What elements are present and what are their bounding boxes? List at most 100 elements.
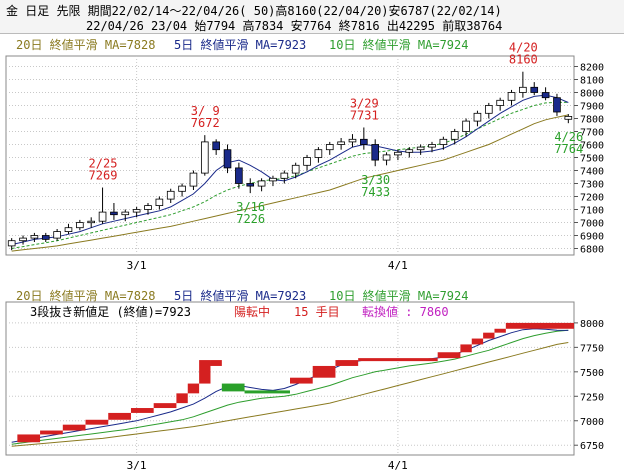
- y-tick-label: 8000: [580, 89, 604, 100]
- candle-down: [541, 92, 550, 99]
- annotation-date: 3/16: [236, 200, 265, 214]
- header-latest-bar-line: 22/04/26 23/04 始7794 高7834 安7764 終7816 出…: [86, 19, 503, 33]
- candle-up: [382, 154, 391, 161]
- status-entry: 転換値 : 7860: [362, 304, 449, 319]
- y-tick-label: 7500: [580, 154, 604, 165]
- candle-up: [53, 231, 61, 239]
- x-tick-label: 4/1: [388, 459, 408, 472]
- brick-up: [505, 322, 574, 329]
- brick-up: [210, 360, 222, 366]
- brick-up: [460, 344, 472, 353]
- y-tick-label: 7500: [580, 368, 604, 379]
- candle-up: [132, 209, 141, 213]
- candle-up: [519, 86, 527, 93]
- y-tick-label: 8100: [580, 76, 604, 87]
- candle-up: [325, 144, 334, 151]
- candle-up: [178, 185, 186, 192]
- candle-up: [144, 205, 152, 210]
- candle-up: [7, 240, 16, 247]
- brick-up: [290, 377, 313, 384]
- chart-canvas: 6800 6900 7000 7100 7200 7300 7400 7500 7600 7700…: [5, 37, 604, 472]
- candle-down: [371, 144, 380, 161]
- candle-up: [348, 138, 357, 143]
- annotation-value: 7672: [191, 116, 220, 130]
- candle-up: [269, 177, 277, 182]
- candle-up: [394, 151, 402, 156]
- brick-up: [437, 352, 461, 359]
- candle-down: [212, 141, 220, 151]
- candle-up: [484, 105, 493, 114]
- y-tick-label: 6800: [580, 245, 604, 256]
- y-tick-label: 8200: [580, 63, 604, 74]
- y-tick-label: 7700: [580, 128, 604, 139]
- candle-up: [337, 141, 345, 145]
- candle-up: [98, 211, 107, 222]
- y-tick-label: 8000: [580, 319, 604, 330]
- candle-up: [507, 92, 516, 101]
- candle-up: [280, 172, 289, 179]
- status-entry: 3段抜き新値足 (終値)=7923: [30, 304, 191, 319]
- y-tick-label: 7250: [580, 392, 604, 403]
- candle-up: [76, 222, 84, 229]
- legend-entry: 5日 終値平滑 MA=7923: [174, 288, 306, 303]
- brick-up: [471, 338, 484, 345]
- ma20-line: [11, 114, 569, 252]
- candle-up: [121, 211, 130, 216]
- header-summary-line: 金 日足 先限 期間22/02/14～22/04/26( 50)高8160(22…: [6, 4, 502, 18]
- y-tick-label: 7200: [580, 193, 604, 204]
- y-tick-label: 6750: [580, 441, 604, 452]
- brick-up: [85, 419, 109, 425]
- annotation-value: 8160: [509, 53, 538, 67]
- plot-frame: [5, 55, 575, 256]
- candle-up: [30, 235, 39, 239]
- brick-up: [483, 332, 495, 339]
- x-tick-label: 3/1: [127, 259, 147, 272]
- brick-up: [130, 408, 154, 413]
- legend-entry: 10日 終値平滑 MA=7924: [329, 288, 468, 303]
- brick-up: [153, 403, 177, 409]
- candle-up: [405, 149, 414, 153]
- candle-up: [303, 157, 311, 166]
- legend-entry: 5日 終値平滑 MA=7923: [174, 37, 306, 52]
- candle-up: [200, 141, 209, 174]
- y-tick-label: 7750: [580, 343, 604, 354]
- annotation-value: 7226: [236, 212, 265, 226]
- candle-up: [189, 172, 198, 187]
- candle-up: [428, 144, 436, 148]
- candle-up: [291, 164, 300, 174]
- brick-up: [199, 360, 211, 384]
- y-tick-label: 7100: [580, 206, 604, 217]
- brick-up: [335, 360, 359, 366]
- y-tick-label: 7900: [580, 102, 604, 113]
- brick-up: [187, 383, 200, 394]
- candle-up: [462, 120, 470, 132]
- candle-up: [64, 227, 73, 232]
- annotation-value: 7433: [361, 185, 390, 199]
- brick-up: [494, 328, 506, 333]
- candle-down: [110, 211, 118, 216]
- candle-up: [19, 237, 27, 242]
- brick-up: [358, 358, 438, 362]
- ma5-line: [11, 328, 569, 443]
- candle-up: [257, 180, 266, 187]
- candle-down: [553, 97, 561, 113]
- x-tick-label: 4/1: [388, 259, 408, 272]
- annotation-value: 7731: [350, 108, 379, 122]
- candle-down: [530, 86, 539, 93]
- candle-up: [166, 190, 175, 200]
- candle-up: [87, 220, 96, 224]
- legend-entry: 10日 終値平滑 MA=7924: [329, 37, 468, 52]
- candle-up: [564, 116, 573, 120]
- annotation-date: 3/ 9: [191, 104, 220, 118]
- candle-up: [155, 198, 164, 207]
- status-entry: 陽転中: [234, 304, 270, 319]
- annotation-date: 3/29: [350, 96, 379, 110]
- annotation-date: 4/20: [509, 41, 538, 55]
- annotation-value: 7269: [89, 169, 118, 183]
- brick-up: [312, 365, 336, 378]
- y-tick-label: 7800: [580, 115, 604, 126]
- candle-down: [360, 138, 368, 145]
- brick-up: [17, 434, 41, 443]
- annotation-date: 4/26: [554, 130, 583, 144]
- candle-up: [439, 138, 448, 145]
